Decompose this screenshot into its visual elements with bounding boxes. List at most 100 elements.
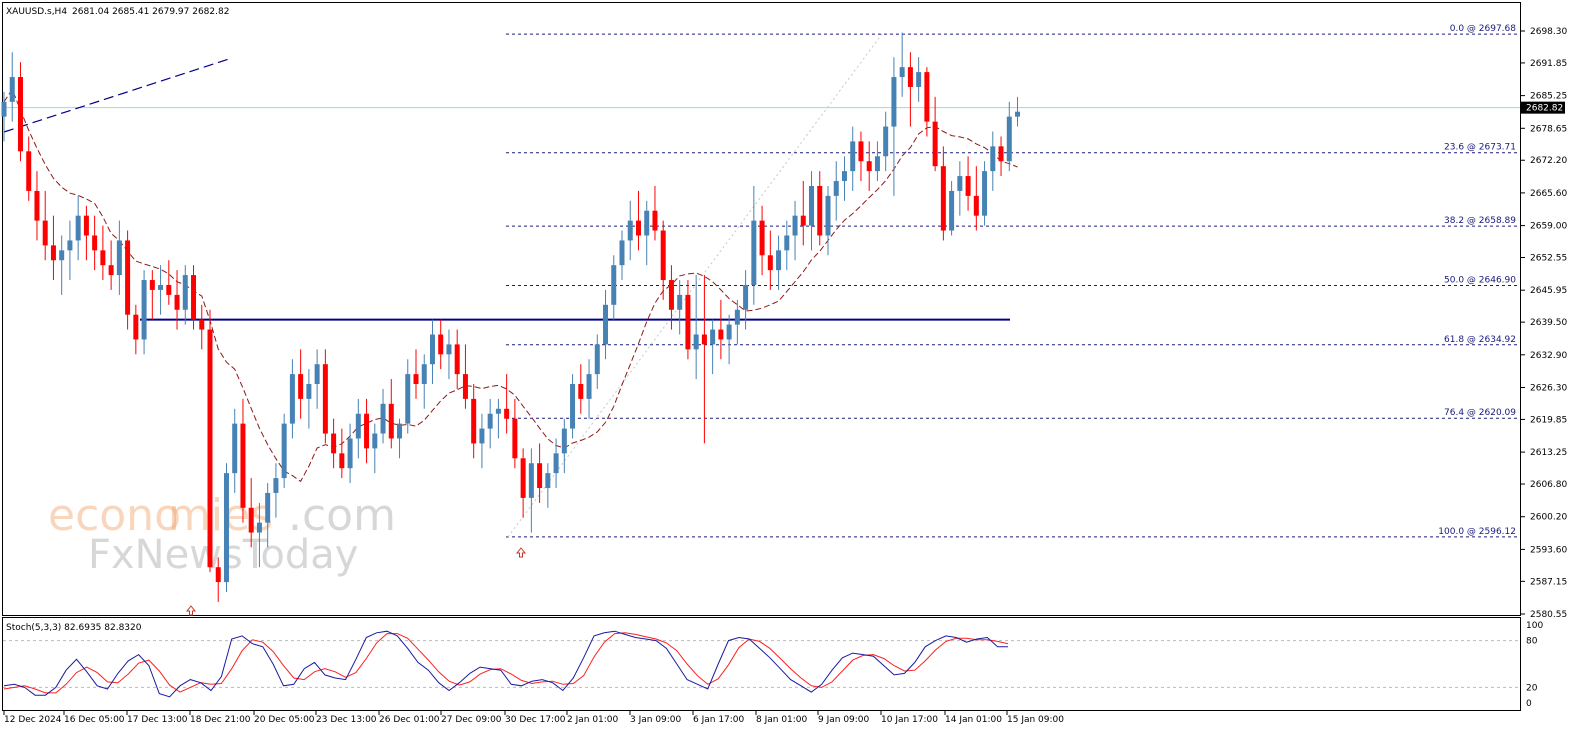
candle-body: [504, 408, 510, 419]
moving-average-line: [3, 88, 1018, 483]
candle-body: [75, 215, 81, 241]
candle-body: [751, 220, 757, 285]
fib-level-label: 50.0 @ 2646.90: [1444, 275, 1516, 285]
y-axis-tick-label: 2665.60: [1530, 189, 1567, 199]
candle-body: [83, 215, 89, 236]
candle-body: [322, 364, 328, 434]
candle-body: [553, 453, 559, 474]
fib-level-label: 0.0 @ 2697.68: [1450, 24, 1517, 34]
stoch-level-label: 0: [1526, 699, 1532, 709]
x-axis-label: 3 Jan 09:00: [630, 715, 682, 725]
y-axis-tick-label: 2626.30: [1530, 383, 1567, 393]
candle-body: [364, 413, 370, 449]
candle-body: [883, 126, 889, 157]
x-axis-label: 20 Dec 05:00: [254, 715, 315, 725]
candle-body: [932, 121, 938, 167]
candle-body: [718, 329, 724, 340]
candle-body: [347, 438, 353, 469]
candle-body: [158, 284, 164, 290]
candle-body: [256, 522, 262, 533]
candle-body: [668, 280, 674, 310]
stoch-k-line: [3, 630, 1008, 698]
x-axis-label: 6 Jan 17:00: [693, 715, 745, 725]
candle-body: [232, 423, 238, 474]
fib-level-label: 76.4 @ 2620.09: [1444, 408, 1516, 418]
candle-body: [42, 220, 48, 246]
candle-body: [479, 428, 485, 444]
candle-body: [734, 309, 740, 325]
fib-level-label: 23.6 @ 2673.71: [1444, 143, 1516, 153]
candle-body: [446, 344, 452, 355]
candle-body: [1006, 116, 1012, 162]
x-axis-label: 30 Dec 17:00: [505, 715, 566, 725]
candle-body: [825, 195, 831, 236]
stoch-header: Stoch(5,3,3) 82.6935 82.8320: [6, 623, 142, 633]
candle-body: [59, 250, 65, 261]
y-axis-tick-label: 2580.55: [1530, 610, 1567, 620]
candle-body: [339, 453, 345, 469]
candle-body: [710, 329, 716, 345]
candle-body: [973, 195, 979, 216]
up-arrow-marker: [515, 547, 527, 558]
candle-body: [833, 181, 839, 196]
candle-body: [191, 275, 197, 320]
y-axis-tick-label: 2606.80: [1530, 480, 1567, 490]
candle-body: [108, 265, 114, 276]
candle-body: [660, 230, 666, 281]
x-axis-label: 9 Jan 09:00: [818, 715, 870, 725]
candle-body: [866, 161, 872, 172]
x-axis-label: 15 Jan 09:00: [1007, 715, 1064, 725]
candle-body: [907, 67, 913, 87]
x-axis-label: 26 Dec 01:00: [379, 715, 440, 725]
stoch-level-label: 80: [1526, 637, 1538, 647]
x-axis-label: 10 Jan 17:00: [881, 715, 938, 725]
candle-body: [50, 245, 56, 261]
y-axis-tick-label: 2652.55: [1530, 254, 1567, 264]
candle-body: [149, 280, 155, 290]
candle-body: [92, 235, 98, 251]
candle-body: [438, 334, 444, 355]
watermark-econo: econo: [48, 490, 181, 541]
x-axis-label: 14 Jan 01:00: [945, 715, 1002, 725]
current-price-label: 2682.82: [1526, 104, 1563, 114]
candle-body: [487, 413, 493, 429]
candle-body: [141, 280, 147, 340]
candle-body: [586, 374, 592, 399]
chart-header-ohlc: 2681.04 2685.41 2679.97 2682.82: [72, 7, 229, 17]
candle-body: [273, 478, 279, 493]
y-axis-tick-label: 2659.00: [1530, 222, 1567, 232]
y-axis-tick-label: 2672.20: [1530, 156, 1567, 166]
stoch-level-label: 20: [1526, 683, 1538, 693]
y-axis-tick-label: 2645.95: [1530, 286, 1567, 296]
candle-body: [874, 156, 880, 172]
candle-body: [306, 384, 312, 399]
candle-body: [355, 413, 361, 439]
candle-body: [998, 146, 1004, 162]
candle-body: [223, 473, 229, 583]
watermark-com: .com: [288, 490, 396, 541]
y-axis-tick-label: 2639.50: [1530, 318, 1567, 328]
y-axis-tick-label: 2619.85: [1530, 415, 1567, 425]
chart-header-symbol: XAUUSD.s,H4: [6, 7, 67, 17]
watermark-fxnewstoday: FxNewsToday: [88, 532, 358, 578]
candle-body: [627, 220, 633, 241]
candle-body: [800, 215, 806, 226]
candle-body: [265, 492, 271, 523]
candle-body: [940, 166, 946, 231]
candle-body: [397, 423, 403, 439]
candle-body: [520, 458, 526, 498]
candle-body: [965, 176, 971, 196]
candle-body: [174, 294, 180, 310]
watermark-mies: mies: [168, 490, 273, 541]
candle-body: [421, 364, 427, 385]
candle-body: [17, 77, 23, 152]
candle-body: [314, 364, 320, 385]
candle-body: [289, 374, 295, 424]
candle-body: [372, 433, 378, 449]
candle-body: [471, 398, 477, 444]
candle-body: [26, 151, 32, 191]
candle-body: [957, 176, 963, 191]
candle-body: [644, 210, 650, 236]
candle-body: [990, 146, 996, 172]
main-chart-frame: [2, 2, 1521, 616]
